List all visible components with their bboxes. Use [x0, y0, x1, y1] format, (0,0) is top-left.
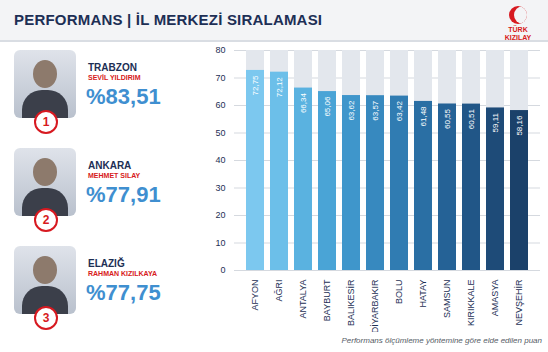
svg-text:SAMSUN: SAMSUN [442, 280, 452, 319]
html-text:SEVİL YILDIRIM: SEVİL YILDIRIM [88, 74, 141, 81]
svg-text:59,11: 59,11 [491, 112, 500, 132]
svg-text:61,48: 61,48 [419, 106, 428, 127]
svg-text:DİYARBAKIR: DİYARBAKIR [370, 279, 380, 332]
html-text:ELAZIĞ: ELAZIĞ [88, 258, 125, 269]
html-text:TRABZON: TRABZON [88, 62, 137, 73]
html-text:%77,75: %77,75 [86, 280, 161, 305]
html-text:TÜRK KIZILAY: TÜRK KIZILAY [504, 26, 532, 41]
html-text:%77,91: %77,91 [86, 182, 161, 207]
svg-text:63,62: 63,62 [347, 100, 356, 121]
svg-text:60: 60 [215, 100, 225, 110]
html-text:RAHMAN KIZILKAYA: RAHMAN KIZILKAYA [88, 270, 158, 277]
svg-text:66,34: 66,34 [299, 93, 308, 114]
svg-text:30: 30 [215, 183, 225, 193]
svg-text:40: 40 [215, 155, 225, 165]
html-text:3: 3 [42, 311, 50, 325]
svg-text:AMASYA: AMASYA [490, 280, 500, 317]
svg-text:NEVŞEHİR: NEVŞEHİR [514, 279, 524, 326]
svg-text:0: 0 [220, 265, 225, 275]
svg-text:60,55: 60,55 [443, 108, 452, 129]
html-text:Performans ölçümleme yöntemine: Performans ölçümleme yöntemine göre elde… [341, 336, 542, 345]
svg-text:63,42: 63,42 [395, 101, 404, 122]
svg-text:63,57: 63,57 [371, 100, 380, 121]
svg-text:BAYBURT: BAYBURT [322, 279, 332, 321]
svg-text:KIRIKKALE: KIRIKKALE [466, 280, 476, 327]
html-text:MEHMET SILAY: MEHMET SILAY [88, 172, 141, 179]
svg-text:72,75: 72,75 [251, 75, 260, 96]
html-text:PERFORMANS | İL MERKEZİ SIRALA: PERFORMANS | İL MERKEZİ SIRALAMASI [14, 11, 323, 28]
html-text:ANKARA: ANKARA [88, 160, 132, 171]
svg-text:AĞRI: AĞRI [274, 280, 284, 302]
svg-text:72,12: 72,12 [275, 77, 284, 98]
svg-text:65,06: 65,06 [323, 96, 332, 117]
svg-text:50: 50 [215, 128, 225, 138]
svg-text:20: 20 [215, 210, 225, 220]
svg-text:ANTALYA: ANTALYA [298, 280, 308, 319]
svg-text:70: 70 [215, 73, 225, 83]
svg-text:AFYON: AFYON [250, 280, 260, 311]
html-text:2: 2 [42, 213, 50, 227]
html-text:1: 1 [42, 115, 50, 129]
svg-text:10: 10 [215, 238, 225, 248]
html-text:%83,51: %83,51 [86, 84, 161, 109]
svg-text:HATAY: HATAY [418, 280, 428, 308]
svg-text:80: 80 [215, 45, 225, 55]
svg-text:BALIKESİR: BALIKESİR [346, 279, 356, 326]
svg-text:BOLU: BOLU [394, 280, 404, 305]
svg-text:60,51: 60,51 [467, 109, 476, 130]
svg-text:58,16: 58,16 [515, 115, 524, 136]
